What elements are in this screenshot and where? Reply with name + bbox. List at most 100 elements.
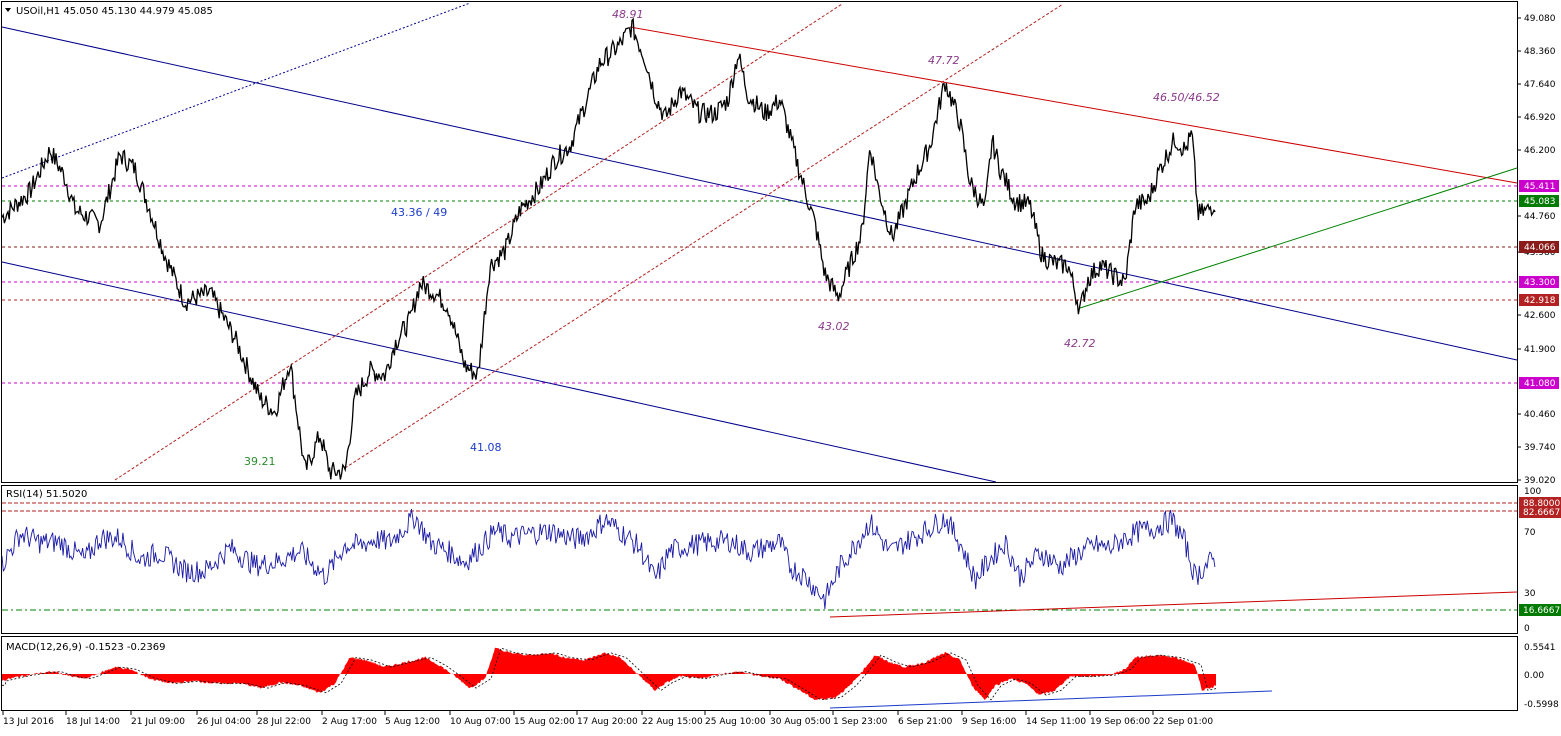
annotation-low-39-21: 39.21 [244,455,276,468]
rsi-tick: 0 [1524,624,1530,634]
rsi-tick: 100 [1524,487,1541,497]
annotation-43-36: 43.36 / 49 [391,206,447,219]
rsi-red-trend-line[interactable] [829,591,1518,618]
price-tick: 46.920 [1517,113,1556,123]
annotation-high-47-72: 47.72 [928,54,960,67]
svg-text:49.080: 49.080 [1524,14,1556,24]
price-tick: 42.600 [1517,311,1556,321]
red-rising-channel-upper[interactable] [344,3,1064,469]
annotation-high-46-50: 46.50/46.52 [1153,91,1220,104]
rsi-panel[interactable] [1,485,1518,634]
rsi-line [1,509,1216,610]
time-label: 25 Aug 10:00 [705,717,766,727]
rsi-series [1,509,1216,610]
time-label: 13 Jul 2016 [3,717,54,727]
macd-tick: 0.00 [1524,671,1544,681]
price-annotations: 48.91 47.72 46.50/46.52 43.36 / 49 43.02… [244,8,1220,468]
price-tag-42-918: 42.918 [1519,294,1559,306]
svg-text:44.066: 44.066 [1524,243,1556,253]
price-tick: 49.080 [1517,14,1556,24]
price-tick: 44.760 [1517,212,1556,222]
time-label: 19 Sep 06:00 [1090,717,1150,727]
blue-channel-dotted-line[interactable] [1,2,471,179]
time-label: 30 Aug 05:00 [770,717,831,727]
time-label: 21 Jul 09:00 [131,717,185,727]
red-resistance-line[interactable] [629,26,1518,184]
time-label: 26 Jul 04:00 [197,717,251,727]
blue-channel-lower-line[interactable] [1,261,997,483]
time-label: 15 Aug 02:00 [514,717,575,727]
annotation-low-43-02: 43.02 [818,320,850,333]
time-label: 18 Jul 14:00 [66,717,120,727]
macd-tick: 0.5541 [1524,643,1556,653]
macd-histogram [2,647,1217,701]
svg-text:48.360: 48.360 [1524,47,1556,57]
macd-blue-trend-line[interactable] [829,690,1273,709]
price-tag-45-411: 45.411 [1519,180,1559,192]
time-label: 1 Sep 23:00 [833,717,888,727]
time-label: 17 Aug 20:00 [577,717,638,727]
time-label: 5 Aug 12:00 [385,717,440,727]
main-price-panel[interactable] [1,1,1518,483]
annotation-high-48-91: 48.91 [612,8,644,21]
time-label: 22 Aug 15:00 [642,717,703,727]
svg-text:40.460: 40.460 [1524,410,1556,420]
blue-channel-upper-line[interactable] [1,26,1518,361]
chevron-down-icon[interactable] [5,8,11,12]
trend-channels [1,2,1518,483]
symbol-header: USOil,H1 45.050 45.130 44.979 45.085 [5,6,213,17]
svg-text:16.6667: 16.6667 [1523,606,1560,616]
price-tick: 47.640 [1517,80,1556,90]
svg-text:44.760: 44.760 [1524,212,1556,222]
svg-text:42.918: 42.918 [1524,296,1556,306]
price-tick: 46.200 [1517,146,1556,156]
svg-text:46.920: 46.920 [1524,113,1556,123]
macd-tick: -0.5998 [1524,700,1559,710]
rsi-tick: 70 [1524,528,1536,538]
svg-text:46.200: 46.200 [1524,146,1556,156]
rsi-level-tags: 88.8000 82.6667 16.6667 [1519,497,1561,616]
svg-text:43.300: 43.300 [1524,278,1556,288]
price-tags: 45.411 45.083 44.066 43.300 42.918 41.08… [1519,180,1559,389]
time-label: 22 Sep 01:00 [1153,717,1213,727]
rsi-axis: 100 70 30 0 [1524,487,1541,634]
price-tag-43-300: 43.300 [1519,276,1559,288]
svg-text:82.6667: 82.6667 [1523,508,1560,518]
svg-text:41.900: 41.900 [1524,345,1556,355]
rsi-levels [2,502,1518,618]
svg-text:45.411: 45.411 [1524,182,1556,192]
svg-text:45.083: 45.083 [1524,197,1556,207]
macd-histogram-area [2,647,1216,700]
price-tick: 48.360 [1517,47,1556,57]
svg-text:41.080: 41.080 [1524,379,1556,389]
price-axis[interactable]: 49.080 48.360 47.640 46.920 46.200 44.76… [1517,14,1556,486]
svg-text:47.640: 47.640 [1524,80,1556,90]
time-label: 6 Sep 21:00 [898,717,953,727]
green-support-line[interactable] [1079,167,1518,309]
price-tick: 40.460 [1517,410,1556,420]
svg-text:42.600: 42.600 [1524,311,1556,321]
macd-axis: 0.5541 0.00 -0.5998 [1524,643,1559,710]
macd-panel[interactable] [1,636,1518,711]
price-tag-45-083: 45.083 [1519,195,1559,207]
price-tag-41-080: 41.080 [1519,377,1559,389]
price-line [1,17,1216,480]
price-tick: 39.740 [1517,443,1556,453]
symbol-header-text: USOil,H1 45.050 45.130 44.979 45.085 [16,6,213,17]
price-tick: 39.020 [1517,476,1556,486]
time-label: 14 Sep 11:00 [1026,717,1086,727]
time-label: 10 Aug 07:00 [450,717,511,727]
annotation-41-08: 41.08 [470,441,502,454]
svg-text:39.740: 39.740 [1524,443,1556,453]
price-tag-44-066: 44.066 [1519,241,1559,253]
annotation-low-42-72: 42.72 [1064,337,1096,350]
time-label: 2 Aug 17:00 [322,717,377,727]
rsi-tick: 30 [1524,589,1536,599]
price-series [1,17,1216,480]
macd-header: MACD(12,26,9) -0.1523 -0.2369 [6,642,166,653]
rsi-header: RSI(14) 51.5020 [6,489,87,500]
svg-text:39.020: 39.020 [1524,476,1556,486]
time-label: 9 Sep 16:00 [962,717,1017,727]
price-tick: 41.900 [1517,345,1556,355]
